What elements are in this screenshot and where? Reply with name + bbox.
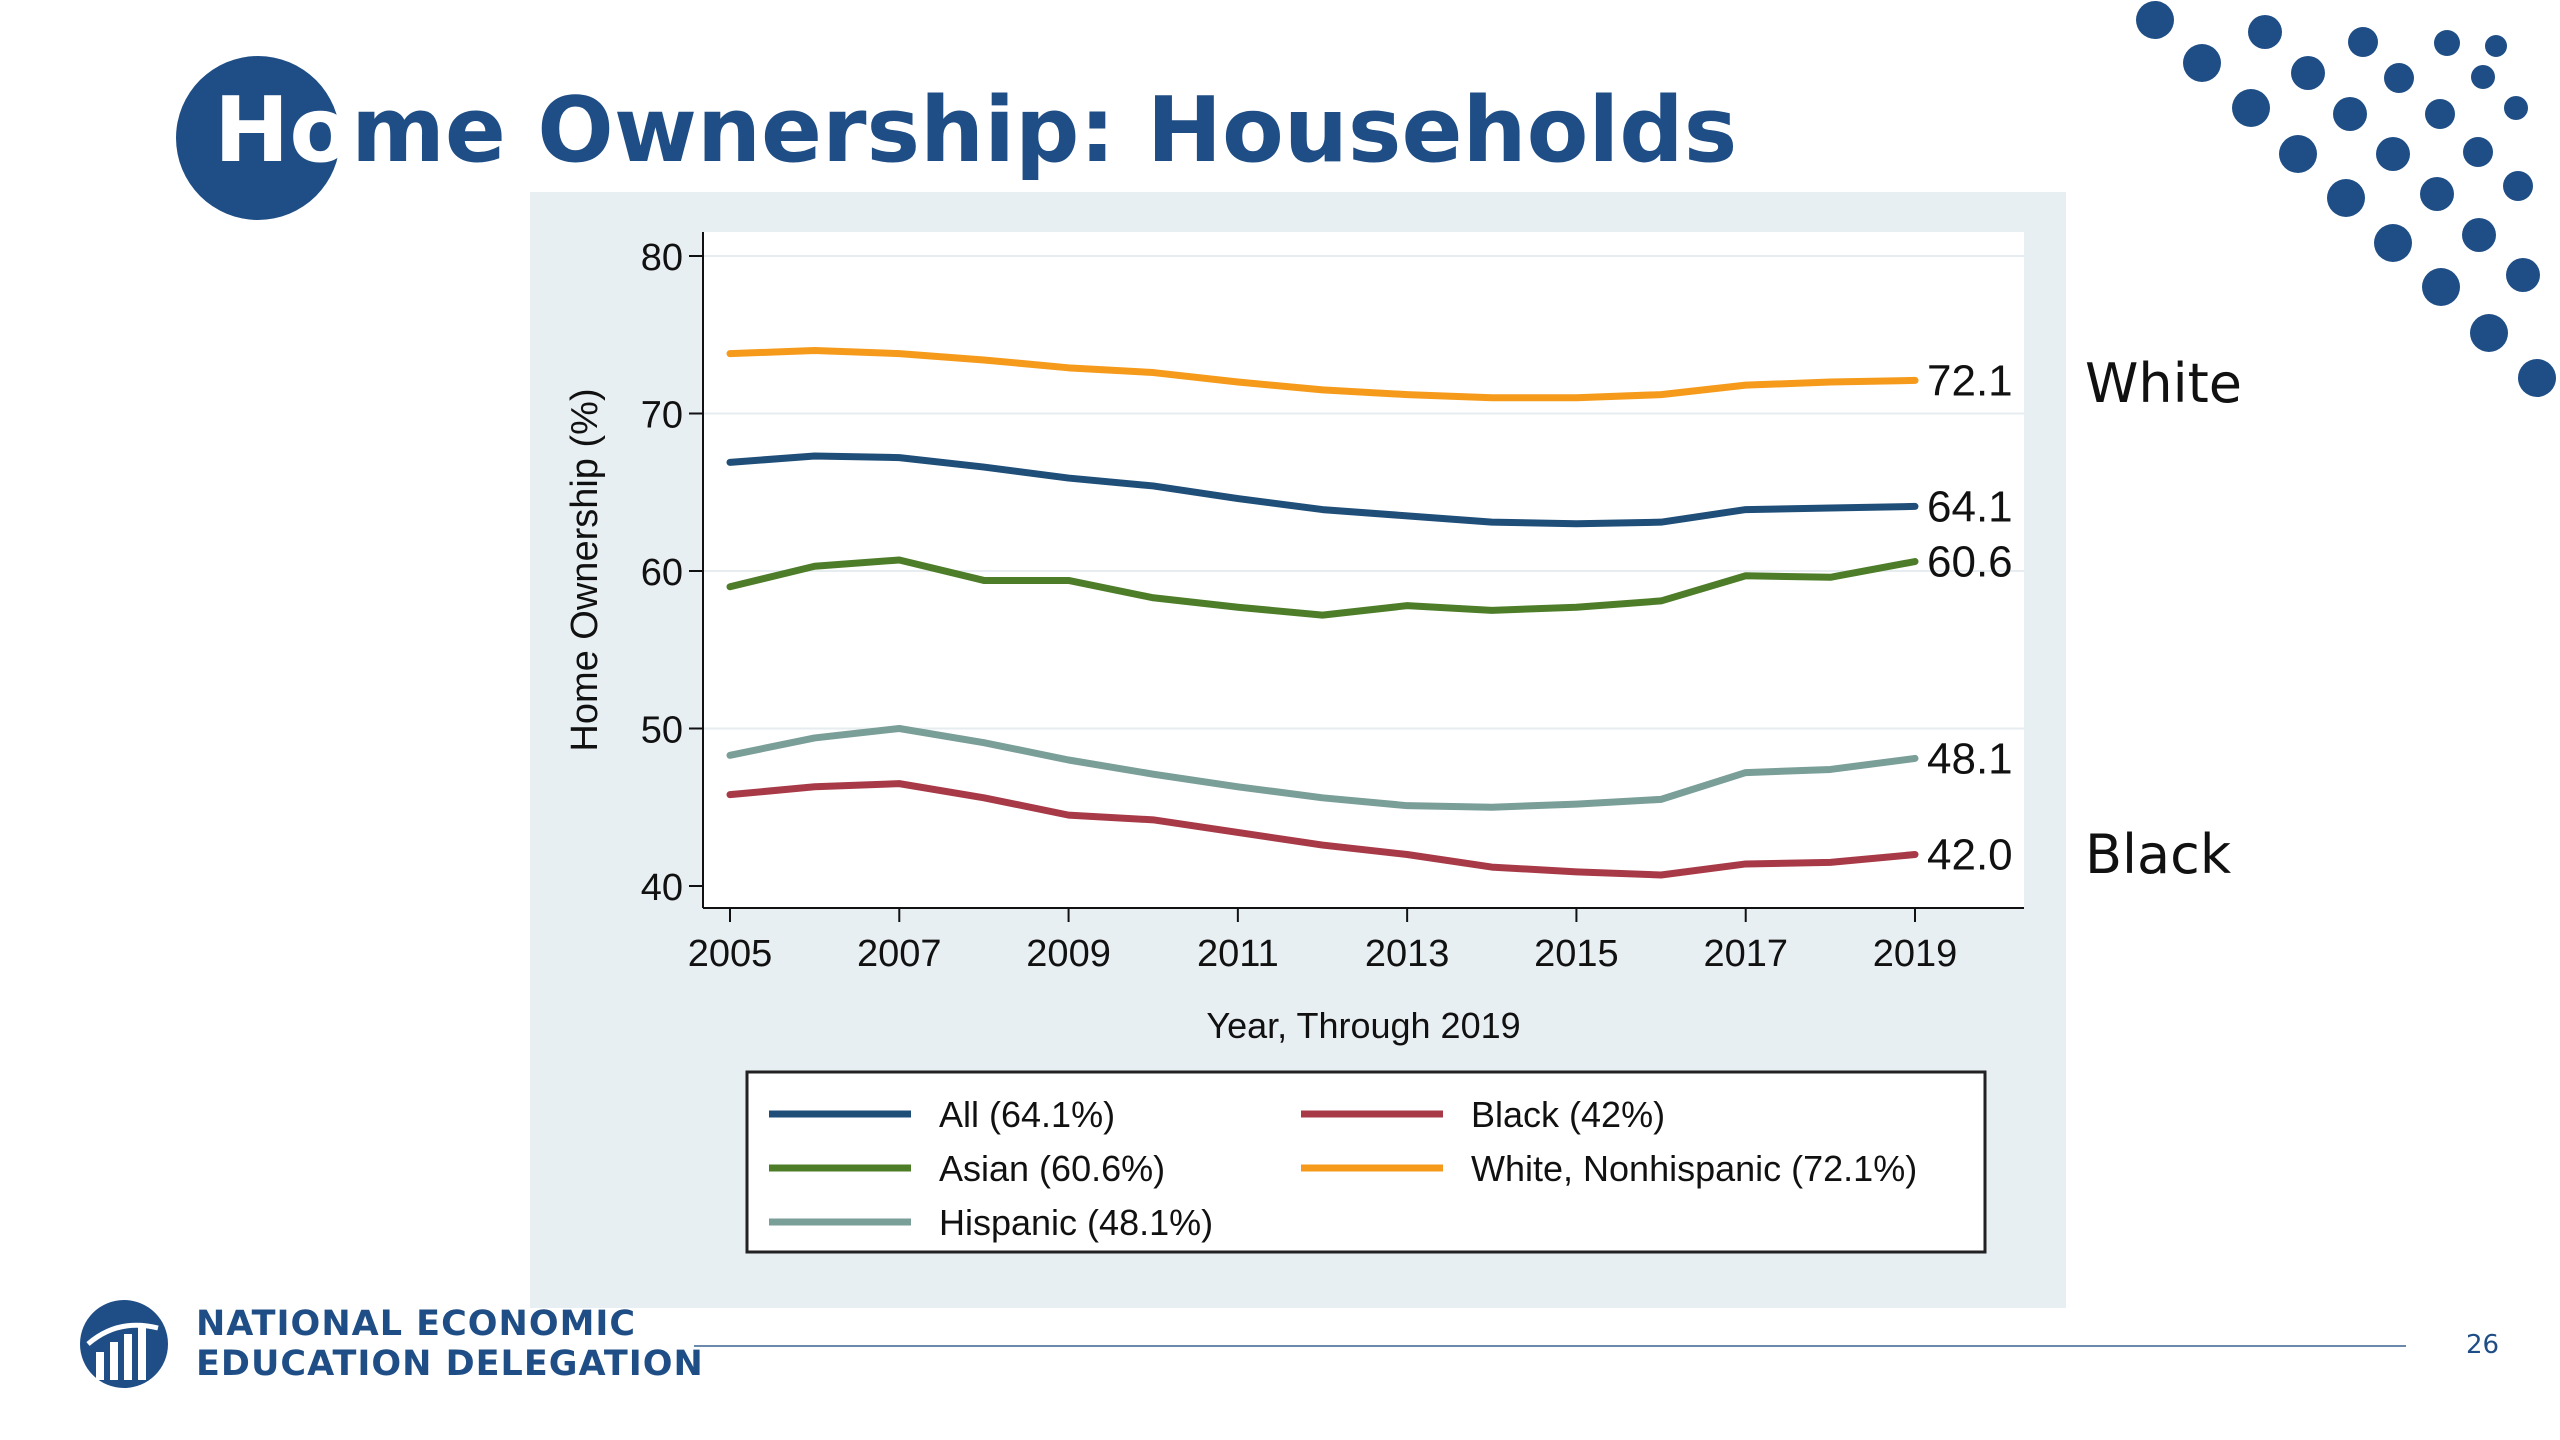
x-axis-label: Year, Through 2019 <box>1206 1005 1520 1046</box>
title-text: Home Ownership: Households <box>214 78 1737 183</box>
dot <box>2420 177 2454 211</box>
page-number: 26 <box>2466 1330 2500 1360</box>
white-group-label: White <box>2085 352 2243 415</box>
dot <box>2183 44 2221 82</box>
logo-bar <box>124 1334 132 1380</box>
title-rest: me Ownership: Households <box>351 78 1738 183</box>
y-tick-label: 40 <box>641 867 683 909</box>
series-line <box>726 725 1919 811</box>
x-tick-label: 2009 <box>1026 933 1111 975</box>
legend-label: White, Nonhispanic (72.1%) <box>1471 1148 1917 1189</box>
x-tick-label: 2013 <box>1365 933 1450 975</box>
x-tick-label: 2007 <box>857 933 942 975</box>
dot <box>2374 224 2412 262</box>
dot <box>2463 137 2493 167</box>
dot <box>2504 96 2528 120</box>
dot <box>2136 1 2174 39</box>
x-tick-label: 2017 <box>1703 933 1788 975</box>
y-tick-label: 70 <box>641 395 683 437</box>
dot <box>2232 89 2270 127</box>
dot <box>2348 27 2378 57</box>
organization-name-line2: EDUCATION DELEGATION <box>196 1344 704 1384</box>
dot <box>2506 258 2540 292</box>
chart-panel: 40 50 60 70 80 2005 2007 2009 2011 2013 2015 2017 20… <box>530 192 2066 1308</box>
logo-bar <box>138 1326 146 1380</box>
legend-label: Black (42%) <box>1471 1094 1665 1135</box>
slide-title: Home Ownership: Households <box>176 56 1737 226</box>
dot <box>2485 35 2507 57</box>
dot <box>2470 314 2508 352</box>
dot <box>2327 179 2365 217</box>
legend-label: Hispanic (48.1%) <box>939 1202 1213 1243</box>
logo-swoosh <box>86 1322 159 1346</box>
dot <box>2384 63 2414 93</box>
dot <box>2434 30 2460 56</box>
y-tick-label: 60 <box>641 552 683 594</box>
x-tick-label: 2005 <box>688 933 773 975</box>
dot <box>2471 65 2495 89</box>
logo-bar <box>96 1352 104 1380</box>
series-line <box>726 347 1919 402</box>
end-value-label: 48.1 <box>1927 734 2013 783</box>
end-value-label: 42.0 <box>1927 831 2013 880</box>
dot <box>2376 137 2410 171</box>
dot <box>2518 359 2556 397</box>
title-prefix: Ho <box>214 78 352 183</box>
black-group-label: Black <box>2085 823 2232 886</box>
x-tick-label: 2019 <box>1873 933 1958 975</box>
title-accent-circle <box>176 56 340 220</box>
end-value-label: 64.1 <box>1927 482 2013 531</box>
legend-label: Asian (60.6%) <box>939 1148 1165 1189</box>
y-axis-label: Home Ownership (%) <box>564 388 606 751</box>
dot <box>2291 56 2325 90</box>
dot <box>2422 268 2460 306</box>
legend-label: All (64.1%) <box>939 1094 1115 1135</box>
series-line <box>726 452 1919 528</box>
series-line <box>726 556 1919 619</box>
x-tick-label: 2015 <box>1534 933 1619 975</box>
dot <box>2248 15 2282 49</box>
end-value-label: 60.6 <box>1927 538 2013 587</box>
footer-divider <box>694 1345 2406 1347</box>
organization-name: NATIONAL ECONOMIC EDUCATION DELEGATION <box>196 1304 704 1384</box>
end-value-label: 72.1 <box>1927 356 2013 405</box>
series-line <box>726 780 1919 879</box>
organization-logo <box>80 1300 168 1388</box>
y-tick-label: 50 <box>641 710 683 752</box>
line-chart: 40 50 60 70 80 2005 2007 2009 2011 2013 2015 2017 20… <box>564 232 2024 1254</box>
y-tick-label: 80 <box>641 237 683 279</box>
dot <box>2279 135 2317 173</box>
dot <box>2425 99 2455 129</box>
dot <box>2503 171 2533 201</box>
organization-name-line1: NATIONAL ECONOMIC <box>196 1304 637 1344</box>
logo-bar <box>110 1342 118 1380</box>
dot <box>2462 218 2496 252</box>
x-tick-label: 2011 <box>1197 933 1279 975</box>
legend-box <box>745 1070 1987 1254</box>
dot <box>2333 97 2367 131</box>
